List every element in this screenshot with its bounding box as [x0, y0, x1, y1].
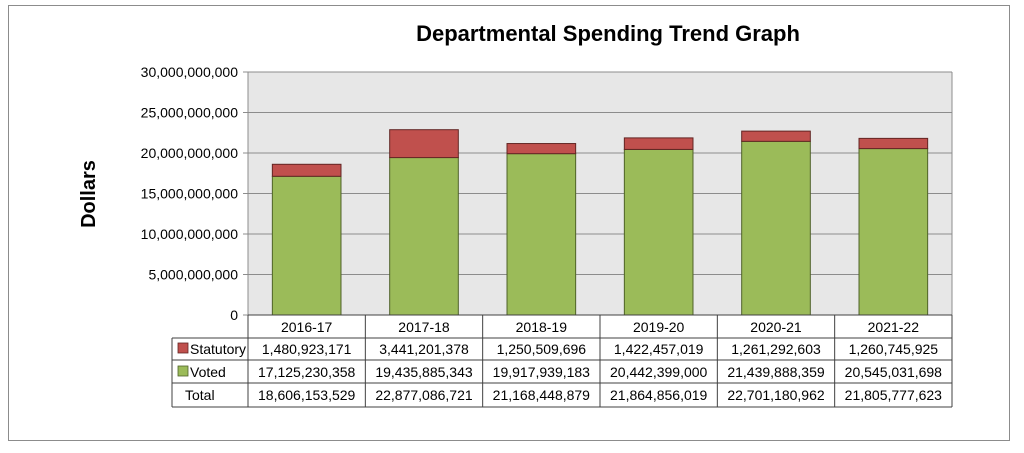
x-tick-label: 2021-22	[868, 319, 920, 335]
bar-statutory	[506, 143, 577, 155]
bar-statutory	[623, 137, 694, 150]
y-tick-label: 30,000,000,000	[141, 64, 239, 80]
legend-label-voted: Voted	[190, 364, 226, 380]
bar-statutory	[389, 129, 459, 159]
legend-swatch-voted	[177, 365, 189, 377]
bar-voted	[506, 153, 577, 316]
y-tick-label: 5,000,000,000	[148, 267, 238, 283]
data-label-total: 21,864,856,019	[610, 387, 708, 403]
data-label-statutory: 1,480,923,171	[262, 341, 352, 357]
y-tick-label: 10,000,000,000	[141, 226, 239, 242]
chart-frame: Departmental Spending Trend Graph Dollar…	[8, 5, 1010, 441]
data-label-voted: 19,435,885,343	[375, 364, 473, 380]
data-label-statutory: 1,250,509,696	[497, 341, 587, 357]
bar-statutory	[858, 137, 929, 150]
bar-voted	[858, 148, 929, 316]
data-label-voted: 20,545,031,698	[845, 364, 943, 380]
x-tick-label: 2018-19	[516, 319, 568, 335]
total-row-label: Total	[185, 387, 215, 403]
bar-statutory	[741, 130, 811, 142]
data-label-statutory: 3,441,201,378	[379, 341, 469, 357]
data-label-total: 22,701,180,962	[727, 387, 825, 403]
data-label-statutory: 1,422,457,019	[614, 341, 704, 357]
x-tick-label: 2019-20	[633, 319, 685, 335]
data-label-voted: 21,439,888,359	[727, 364, 825, 380]
bar-voted	[271, 175, 342, 316]
bar-voted	[389, 157, 459, 316]
data-label-voted: 20,442,399,000	[610, 364, 708, 380]
data-label-voted: 17,125,230,358	[258, 364, 356, 380]
bar-statutory	[271, 163, 342, 177]
bar-voted	[741, 140, 811, 316]
data-label-total: 21,805,777,623	[845, 387, 943, 403]
y-tick-label: 0	[230, 307, 238, 323]
data-label-voted: 19,917,939,183	[493, 364, 591, 380]
spending-chart: Departmental Spending Trend Graph Dollar…	[78, 21, 953, 408]
data-label-total: 18,606,153,529	[258, 387, 356, 403]
y-tick-label: 15,000,000,000	[141, 186, 239, 202]
data-label-statutory: 1,261,292,603	[731, 341, 821, 357]
plot-area: 0 5,000,000,000 10,000,000,000 15,000,000,0…	[141, 64, 953, 323]
bar-voted	[623, 148, 694, 316]
data-label-statutory: 1,260,745,925	[849, 341, 939, 357]
data-label-total: 22,877,086,721	[375, 387, 473, 403]
y-tick-label: 20,000,000,000	[141, 145, 239, 161]
y-axis-label: Dollars	[78, 160, 100, 228]
data-label-total: 21,168,448,879	[493, 387, 591, 403]
x-tick-label: 2020-21	[750, 319, 802, 335]
legend-swatch-statutory	[177, 342, 189, 354]
x-tick-label: 2016-17	[281, 319, 333, 335]
chart-title: Departmental Spending Trend Graph	[416, 21, 800, 46]
data-table: 2016-17 2017-18 2018-19 2019-20 2020-21 2021-…	[171, 314, 953, 408]
legend-label-statutory: Statutory	[190, 341, 246, 357]
y-tick-label: 25,000,000,000	[141, 105, 239, 121]
x-tick-label: 2017-18	[398, 319, 450, 335]
